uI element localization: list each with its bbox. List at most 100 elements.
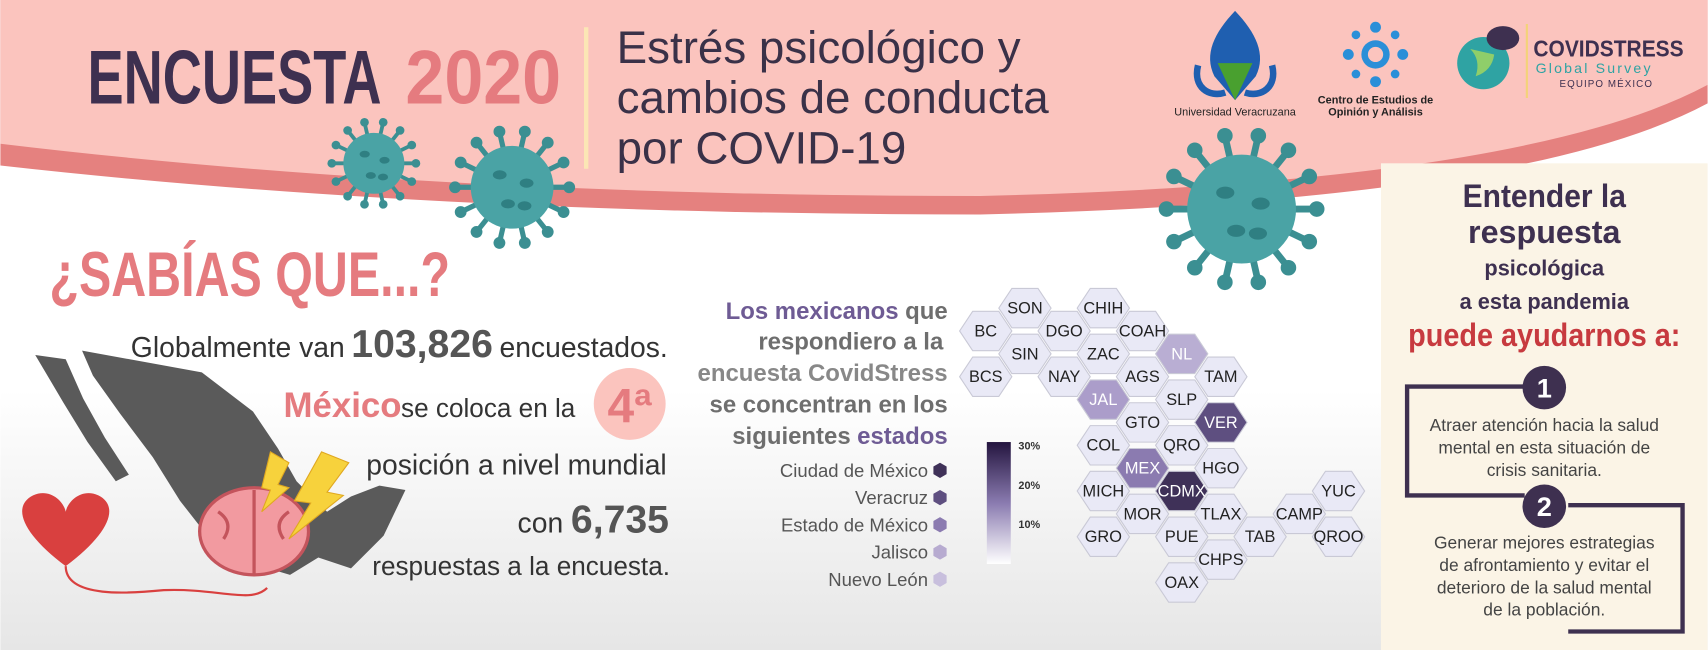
virus-spike-tip [331, 177, 341, 186]
state-label: MOR [1123, 505, 1161, 523]
state-label: SON [1007, 300, 1042, 318]
map-heading: Los mexicanos que respondiero a la encues… [698, 298, 948, 450]
state-label: AGS [1125, 368, 1160, 386]
state-hex [1194, 447, 1248, 489]
state-label: NL [1171, 345, 1192, 363]
subtitle-line: Estrés psicológico y [617, 22, 1021, 73]
state-label: CHPS [1198, 551, 1243, 569]
text: que [905, 298, 948, 325]
virus-spike-tip [454, 206, 467, 218]
subtitle-line: por COVID-19 [617, 122, 907, 173]
state-hex [1194, 493, 1248, 535]
virus-spike-tip [1166, 233, 1182, 250]
state-hex [1154, 516, 1209, 557]
text: siguientes [732, 423, 850, 450]
virus-spot [519, 178, 534, 188]
state-label: YUC [1321, 482, 1356, 500]
fact-text: con [518, 506, 564, 538]
state-label: TAM [1204, 368, 1237, 386]
logo-text: Global Survey [1536, 60, 1653, 76]
state-label: PUE [1165, 528, 1199, 546]
state-label: BCS [969, 368, 1003, 386]
state-hex [1115, 356, 1170, 397]
state-label: TAB [1245, 528, 1276, 546]
subtitle-line: cambios de conducta [617, 72, 1050, 123]
virus-spike-tip [360, 117, 369, 127]
virus-spike-tip [563, 181, 576, 194]
item-text: deterioro de la salud mental [1437, 577, 1652, 597]
virus-spike-tip [541, 136, 554, 149]
virus-spike-tip [343, 191, 352, 201]
fact-text: posición a nivel mundial [366, 449, 666, 481]
color-scale [986, 442, 1011, 564]
item-text: Atraer atención hacia la salud [1430, 415, 1659, 435]
virus-spike-tip [454, 156, 467, 169]
year: 2020 [405, 35, 561, 120]
virus-spot [517, 201, 532, 211]
legend: Ciudad de México Veracruz Estado de México… [780, 460, 947, 590]
item-number: 1 [1537, 372, 1552, 403]
panel-heading-line: respuesta [1468, 213, 1621, 250]
state-hex [1233, 516, 1287, 557]
panel-heading-line: a esta pandemia [1460, 289, 1630, 314]
state-hex [1076, 516, 1131, 557]
virus-spot [501, 199, 515, 209]
ceoa-logo [1342, 21, 1409, 88]
virus-spike-tip [343, 126, 352, 135]
logo-text: Centro de Estudios de [1318, 94, 1433, 106]
state-hex [1076, 333, 1131, 375]
virus-spike-tip [1280, 260, 1297, 276]
state-label: NAY [1048, 368, 1080, 386]
fact-number: 6,735 [571, 498, 669, 541]
state-label: MICH [1082, 482, 1124, 500]
state-hex [1154, 379, 1209, 420]
virus-spike-tip [1217, 128, 1233, 144]
fact-text: Globalmente van [131, 331, 345, 363]
virus-spike-tip [1217, 274, 1233, 291]
state-label: GTO [1125, 414, 1160, 432]
legend-swatch [933, 544, 947, 560]
state-label: QROO [1314, 528, 1364, 546]
legend-label: Jalisco [871, 542, 928, 563]
number-badge [1522, 484, 1567, 529]
fact-text: respuestas a la encuesta. [372, 551, 670, 581]
state-label: GRO [1085, 528, 1122, 546]
virus-spike-tip [557, 206, 570, 218]
state-hex [1154, 333, 1209, 375]
virus-spot [377, 173, 389, 181]
virus-spike-tip [493, 237, 506, 249]
logo-text: EQUIPO MÉXICO [1560, 79, 1654, 90]
hex-map: SON CHIH BC DGO COAH SIN ZAC NL BCS NAY AGS TAM JAL S… [958, 287, 1366, 603]
virus-spike-tip [541, 225, 554, 238]
panel-heading-line: psicológica [1484, 255, 1605, 280]
panel-heading-line: Entender la [1463, 177, 1627, 214]
covidstress-logo [1457, 23, 1528, 98]
accent: estados [857, 423, 947, 450]
virus-spike-tip [1280, 142, 1297, 159]
panel-heading-line: puede ayudarnos a: [1408, 316, 1680, 353]
accent: Los mexicanos [726, 298, 899, 325]
legend-label: Nuevo León [828, 569, 928, 590]
state-label: JAL [1089, 391, 1117, 409]
facts-heading: ¿SABÍAS QUE...? [49, 240, 450, 310]
number-badge [1522, 365, 1567, 410]
fact-text: encuestados. [499, 331, 667, 363]
logo-text: COVIDSTRESS [1533, 36, 1683, 62]
state-label: TLAX [1200, 505, 1241, 523]
virus-spike-tip [470, 225, 483, 238]
state-label: CDMX [1158, 482, 1206, 500]
logo-text: Universidad Veracruzana [1174, 106, 1296, 118]
virus-spike-tip [1186, 260, 1203, 276]
virus-spike-tip [1250, 274, 1267, 291]
virus-spike-tip [493, 125, 506, 138]
virus-body [1187, 154, 1297, 264]
virus-spike-tip [395, 126, 405, 135]
virus-spike-tip [1166, 168, 1182, 185]
state-hex [1311, 516, 1366, 557]
virus-spike-tip [449, 181, 461, 194]
virus-spike-tip [557, 156, 570, 169]
state-label: HGO [1202, 460, 1239, 478]
header-band [0, 0, 1708, 196]
virus-spike-tip [360, 199, 369, 209]
